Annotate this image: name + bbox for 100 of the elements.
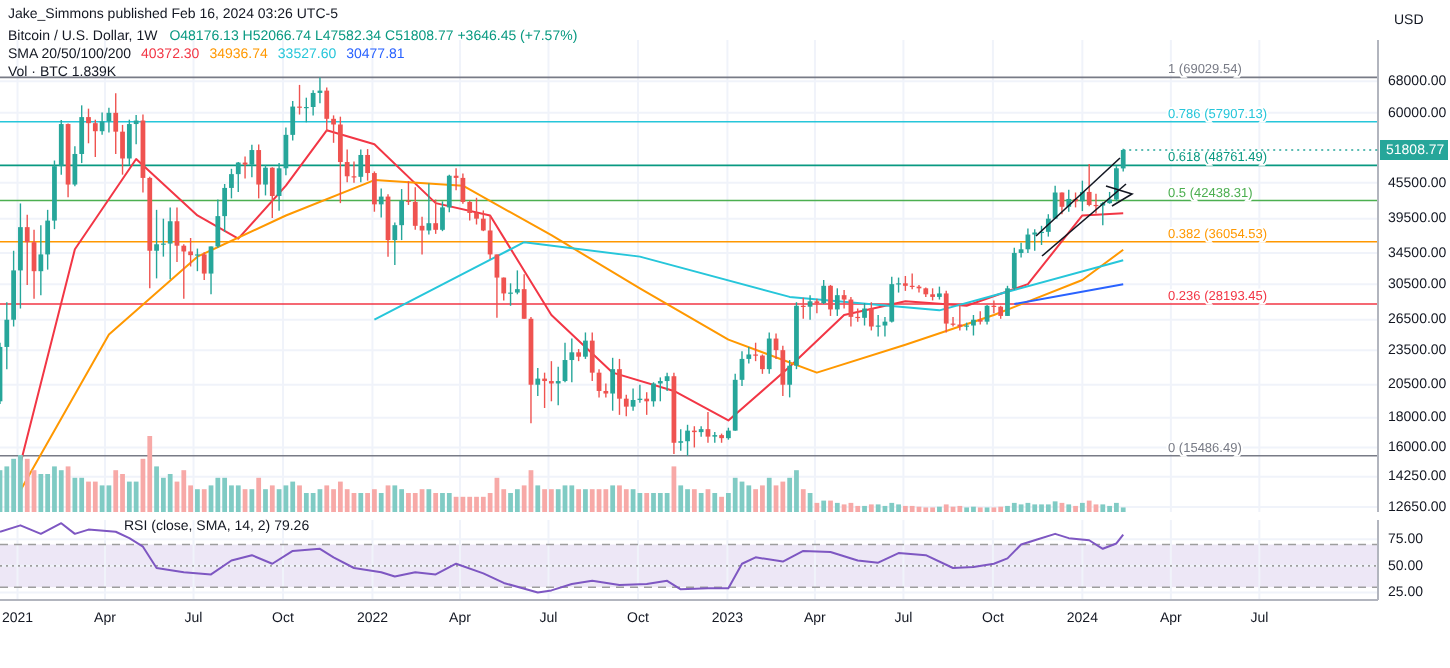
candlestick — [821, 279, 827, 305]
bar — [746, 485, 752, 512]
bar — [126, 481, 132, 512]
bar — [344, 489, 350, 512]
candlestick — [664, 371, 670, 392]
candlestick — [92, 118, 98, 158]
bar — [215, 477, 221, 512]
bar — [147, 436, 153, 512]
bar — [222, 477, 228, 512]
bar — [794, 470, 799, 512]
candlestick — [1086, 163, 1092, 207]
candlestick — [372, 170, 377, 213]
bar — [86, 481, 91, 512]
candlestick — [787, 359, 793, 399]
candlestick — [814, 297, 820, 314]
bar — [337, 481, 343, 512]
bar — [372, 489, 377, 512]
bar — [1073, 505, 1078, 512]
candlestick — [120, 124, 125, 176]
bar — [868, 504, 874, 512]
bar — [72, 477, 78, 512]
bar — [685, 489, 690, 512]
candlestick — [535, 367, 541, 397]
candlestick — [610, 357, 616, 412]
candlestick — [358, 148, 364, 184]
bar — [1045, 504, 1051, 512]
bar — [821, 500, 827, 512]
bar — [1079, 502, 1085, 512]
candlestick — [365, 148, 370, 182]
bar — [297, 485, 302, 512]
bar — [181, 470, 187, 512]
candlestick — [766, 331, 772, 375]
bar — [358, 493, 364, 512]
candlestick — [828, 284, 833, 317]
bar — [1052, 501, 1058, 512]
bar — [719, 496, 724, 512]
bar — [433, 493, 439, 512]
bar — [1114, 502, 1119, 512]
bar — [583, 489, 588, 512]
candlestick — [943, 290, 949, 334]
bar — [1005, 505, 1010, 512]
bar — [392, 485, 398, 512]
bar — [58, 470, 64, 512]
candlestick — [195, 247, 200, 272]
bar — [787, 477, 793, 512]
bar — [909, 505, 915, 512]
bar — [440, 493, 445, 512]
bar — [610, 485, 616, 512]
bar — [303, 493, 309, 512]
bar — [1032, 504, 1038, 512]
bar — [331, 489, 336, 512]
bar — [623, 489, 629, 512]
candlestick — [201, 251, 207, 281]
bar — [732, 477, 738, 512]
candlestick — [487, 214, 493, 260]
bar — [698, 493, 704, 512]
candlestick — [868, 301, 874, 332]
bar — [120, 474, 125, 512]
bar — [412, 493, 418, 512]
candlestick — [256, 143, 262, 200]
bar — [256, 477, 262, 512]
candlestick — [1005, 285, 1010, 317]
bar — [766, 477, 772, 512]
candlestick — [957, 304, 963, 332]
bar — [378, 493, 384, 512]
candlestick — [378, 187, 384, 219]
candlestick — [446, 173, 452, 214]
bar — [691, 489, 697, 512]
bar — [617, 485, 622, 512]
bar — [229, 485, 234, 512]
bar — [154, 466, 159, 512]
candlestick — [617, 358, 622, 416]
bar — [1086, 500, 1092, 512]
bar — [480, 496, 486, 512]
bar — [290, 481, 296, 512]
bar — [943, 504, 949, 512]
line-series — [373, 241, 1125, 321]
candlestick — [651, 381, 656, 408]
candlestick — [113, 92, 119, 155]
candlestick — [1011, 247, 1017, 291]
bar — [310, 493, 316, 512]
candlestick — [331, 114, 336, 144]
candlestick — [440, 200, 445, 232]
bar — [902, 505, 908, 512]
bar — [1107, 505, 1112, 512]
bar — [971, 506, 976, 512]
bar — [542, 489, 547, 512]
bar — [113, 470, 119, 512]
candlestick — [229, 168, 234, 200]
candlestick — [678, 428, 684, 452]
bar — [45, 474, 51, 512]
candlestick — [1052, 184, 1058, 220]
bar — [195, 489, 200, 512]
bar — [780, 481, 786, 512]
candlestick — [269, 166, 275, 219]
bar — [603, 489, 609, 512]
bar — [937, 506, 942, 512]
bar — [712, 493, 718, 512]
bar — [38, 474, 44, 512]
candlestick — [249, 144, 255, 179]
